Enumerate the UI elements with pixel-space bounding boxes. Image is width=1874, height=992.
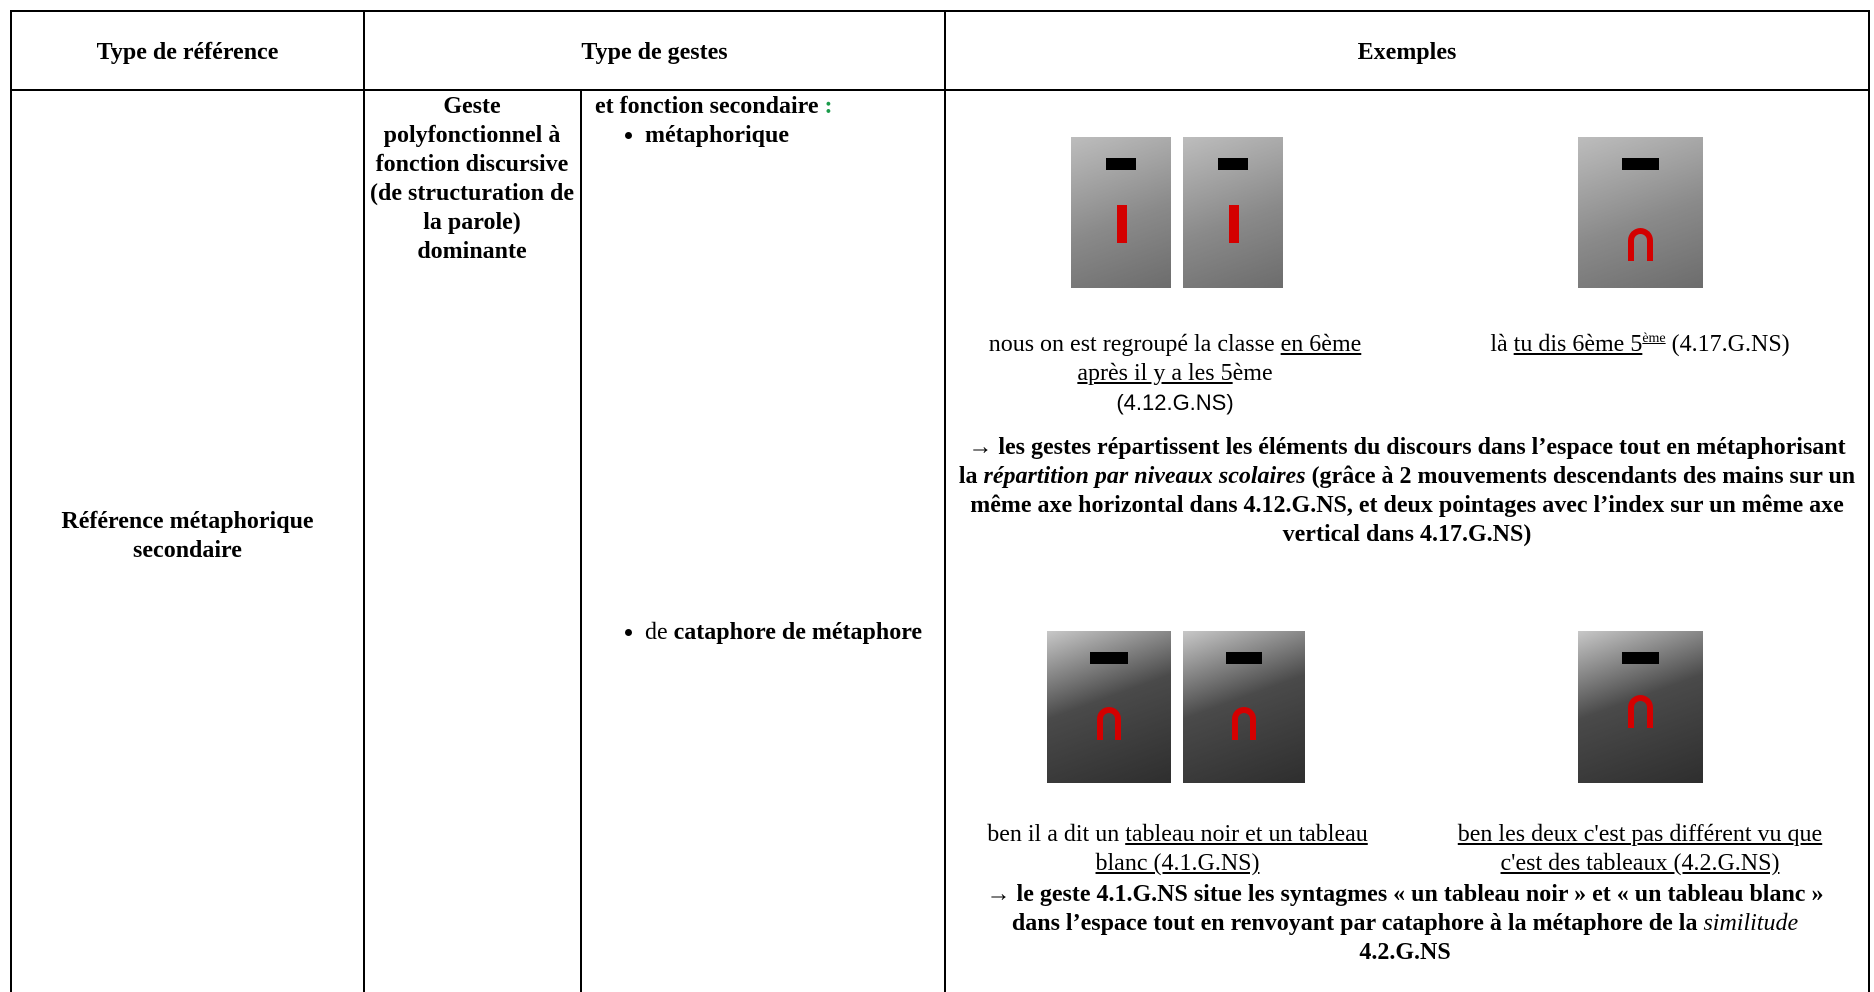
text: nous on est regroupé la classe [988,331,1281,357]
text: ème [1642,331,1666,346]
photo [1183,631,1305,783]
header-cell: Type de référence [96,39,279,65]
text: ben les deux c'est pas différent vu que … [1457,821,1823,876]
photo [1578,631,1703,783]
text: en 6ème après il y a les 5 [1077,331,1362,386]
conclusion: → le geste 4.1.G.NS situe les syntagmes … [985,880,1825,967]
text: et fonction secondaire [595,93,825,119]
text: ben il a dit un [987,821,1126,847]
table-border [944,10,946,992]
text: de [645,619,674,645]
bullet: métaphorique [645,121,985,150]
secondary-function: et fonction secondaire : [595,92,833,121]
photo [1071,137,1171,288]
table-border [1868,10,1870,992]
table-border [10,89,1870,91]
text: métaphorique [645,122,789,148]
header-cell: Exemples [1357,39,1457,65]
bullet-list: de cataphore de métaphore [595,618,985,647]
text: (4.17.G.NS) [1671,331,1790,357]
text: ème [1232,360,1273,386]
table-border [10,10,12,992]
bullet: de cataphore de métaphore [645,618,985,647]
header-cell: Type de gestes [581,39,728,65]
caption: nous on est regroupé la classe en 6ème a… [975,330,1375,418]
text: (4.12.G.NS) [1116,390,1234,415]
bullet-list: métaphorique [595,121,985,150]
text: là [1490,331,1514,357]
table-border [10,10,1870,12]
photo [1183,137,1283,288]
reference-type: Référence métaphorique secondaire [61,508,314,563]
text: : [824,93,833,119]
text: cataphore de métaphore [673,619,923,645]
caption: ben il a dit un tableau noir et un table… [985,820,1370,878]
photo [1578,137,1703,288]
text: tu dis 6ème 5 [1513,331,1643,357]
text: répartition par niveaux scolaires [983,463,1306,489]
caption: ben les deux c'est pas différent vu que … [1435,820,1845,878]
conclusion: → les gestes répartissent les éléments d… [958,433,1856,549]
photo [1047,631,1171,783]
text: similitude [1703,910,1799,936]
table-border [580,90,582,992]
caption: là tu dis 6ème 5ème (4.17.G.NS) [1435,330,1845,359]
dominant-function: Geste polyfonctionnel à fonction discurs… [370,93,574,264]
table-border [363,10,365,992]
text: 4.2.G.NS [1359,939,1451,965]
text: → le geste 4.1.G.NS situe les syntagmes … [986,881,1824,936]
text: tableau noir et un tableau blanc (4.1.G.… [1095,821,1368,876]
text: → les gestes répartissent les éléments d… [958,434,1846,489]
text: (grâce à 2 mouvements descendants des ma… [970,463,1856,547]
